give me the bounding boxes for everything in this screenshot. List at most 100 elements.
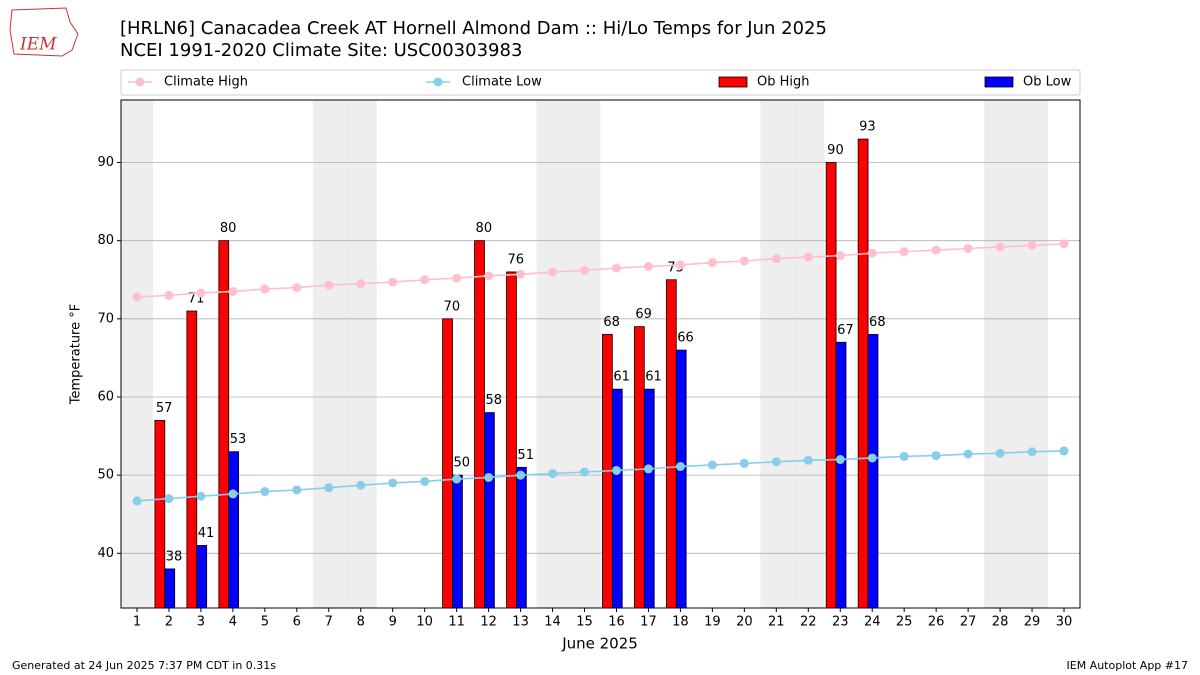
climate-marker — [548, 469, 558, 479]
chart-subtitle: NCEI 1991-2020 Climate Site: USC00303983 — [120, 40, 522, 61]
data-label: 90 — [827, 143, 844, 158]
y-tick-label: 60 — [97, 389, 114, 404]
legend-label: Climate High — [164, 75, 248, 90]
climate-marker — [228, 489, 238, 499]
climate-marker — [420, 275, 430, 285]
climate-marker — [963, 243, 973, 253]
climate-marker — [611, 263, 621, 273]
weekend-band — [536, 100, 569, 608]
bar — [186, 310, 198, 609]
logo: IEM — [9, 7, 79, 57]
climate-marker — [452, 273, 462, 283]
climate-marker — [548, 267, 558, 277]
climate-marker — [356, 279, 366, 289]
climate-marker — [484, 271, 494, 281]
data-label: 80 — [220, 221, 237, 236]
x-tick-label: 28 — [992, 615, 1009, 630]
logo-text: IEM — [19, 35, 57, 55]
climate-marker — [228, 286, 238, 296]
x-tick-label: 9 — [389, 615, 397, 630]
bar — [474, 240, 485, 609]
x-tick-label: 13 — [512, 615, 529, 630]
climate-marker — [580, 467, 590, 477]
legend-swatch — [718, 76, 748, 88]
data-label: 38 — [166, 549, 183, 564]
bar — [164, 568, 176, 609]
bar — [228, 451, 240, 609]
y-tick-label: 90 — [97, 155, 114, 170]
data-label: 58 — [485, 393, 502, 408]
climate-marker — [867, 248, 877, 258]
x-tick-label: 4 — [229, 615, 237, 630]
data-label: 68 — [603, 315, 620, 330]
weekend-band — [344, 100, 377, 608]
climate-marker — [1027, 240, 1037, 250]
bar — [516, 466, 527, 609]
climate-marker — [580, 265, 590, 275]
climate-marker — [324, 483, 334, 493]
climate-marker — [675, 260, 685, 270]
data-label: 67 — [837, 323, 854, 338]
y-tick-label: 40 — [97, 546, 114, 561]
x-tick-label: 26 — [928, 615, 945, 630]
climate-marker — [867, 453, 877, 463]
data-label: 53 — [230, 432, 247, 447]
bar — [643, 388, 655, 609]
weekend-band — [792, 100, 825, 608]
x-tick-label: 22 — [800, 615, 817, 630]
chart-title: [HRLN6] Canacadea Creek AT Hornell Almon… — [120, 18, 827, 39]
weekend-band — [312, 100, 345, 608]
x-tick-label: 7 — [325, 615, 333, 630]
climate-marker — [516, 470, 526, 480]
x-tick-label: 23 — [832, 615, 849, 630]
climate-marker — [1059, 446, 1069, 456]
y-tick-label: 50 — [97, 468, 114, 483]
legend-marker — [135, 77, 145, 87]
climate-marker — [707, 258, 717, 268]
climate-marker — [835, 251, 845, 261]
climate-marker — [771, 254, 781, 264]
footer-right: IEM Autoplot App #17 — [1067, 659, 1189, 672]
x-tick-label: 2 — [165, 615, 173, 630]
climate-marker — [164, 494, 174, 504]
data-label: 57 — [156, 401, 173, 416]
data-label: 76 — [508, 252, 525, 267]
climate-marker — [803, 455, 813, 465]
x-tick-label: 10 — [416, 615, 433, 630]
plot-frame — [120, 99, 1081, 609]
x-tick-label: 3 — [197, 615, 205, 630]
bar — [857, 138, 869, 609]
x-tick-label: 16 — [608, 615, 625, 630]
climate-marker — [899, 247, 909, 257]
x-tick-label: 27 — [960, 615, 977, 630]
bar — [825, 162, 837, 609]
data-label: 70 — [444, 299, 461, 314]
climate-marker — [260, 284, 270, 294]
climate-marker — [739, 256, 749, 266]
data-label: 68 — [869, 315, 886, 330]
climate-marker — [388, 478, 398, 488]
climate-marker — [995, 448, 1005, 458]
climate-marker — [388, 277, 398, 287]
climate-line — [136, 450, 1065, 502]
x-tick-label: 30 — [1056, 615, 1073, 630]
x-tick-label: 19 — [704, 615, 721, 630]
climate-marker — [1059, 239, 1069, 249]
legend-label: Climate Low — [462, 75, 542, 90]
x-tick-label: 20 — [736, 615, 753, 630]
bar — [633, 326, 645, 609]
climate-marker — [164, 290, 174, 300]
climate-marker — [899, 451, 909, 461]
x-tick-label: 12 — [480, 615, 497, 630]
climate-marker — [292, 485, 302, 495]
legend-swatch — [984, 76, 1014, 88]
bar — [867, 334, 879, 609]
bar — [196, 545, 208, 609]
weekend-band — [984, 100, 1017, 608]
x-tick-label: 8 — [357, 615, 365, 630]
legend-box — [120, 69, 1081, 96]
climate-marker — [611, 465, 621, 475]
data-label: 51 — [517, 448, 534, 463]
legend-label: Ob High — [757, 75, 810, 90]
climate-marker — [675, 462, 685, 472]
